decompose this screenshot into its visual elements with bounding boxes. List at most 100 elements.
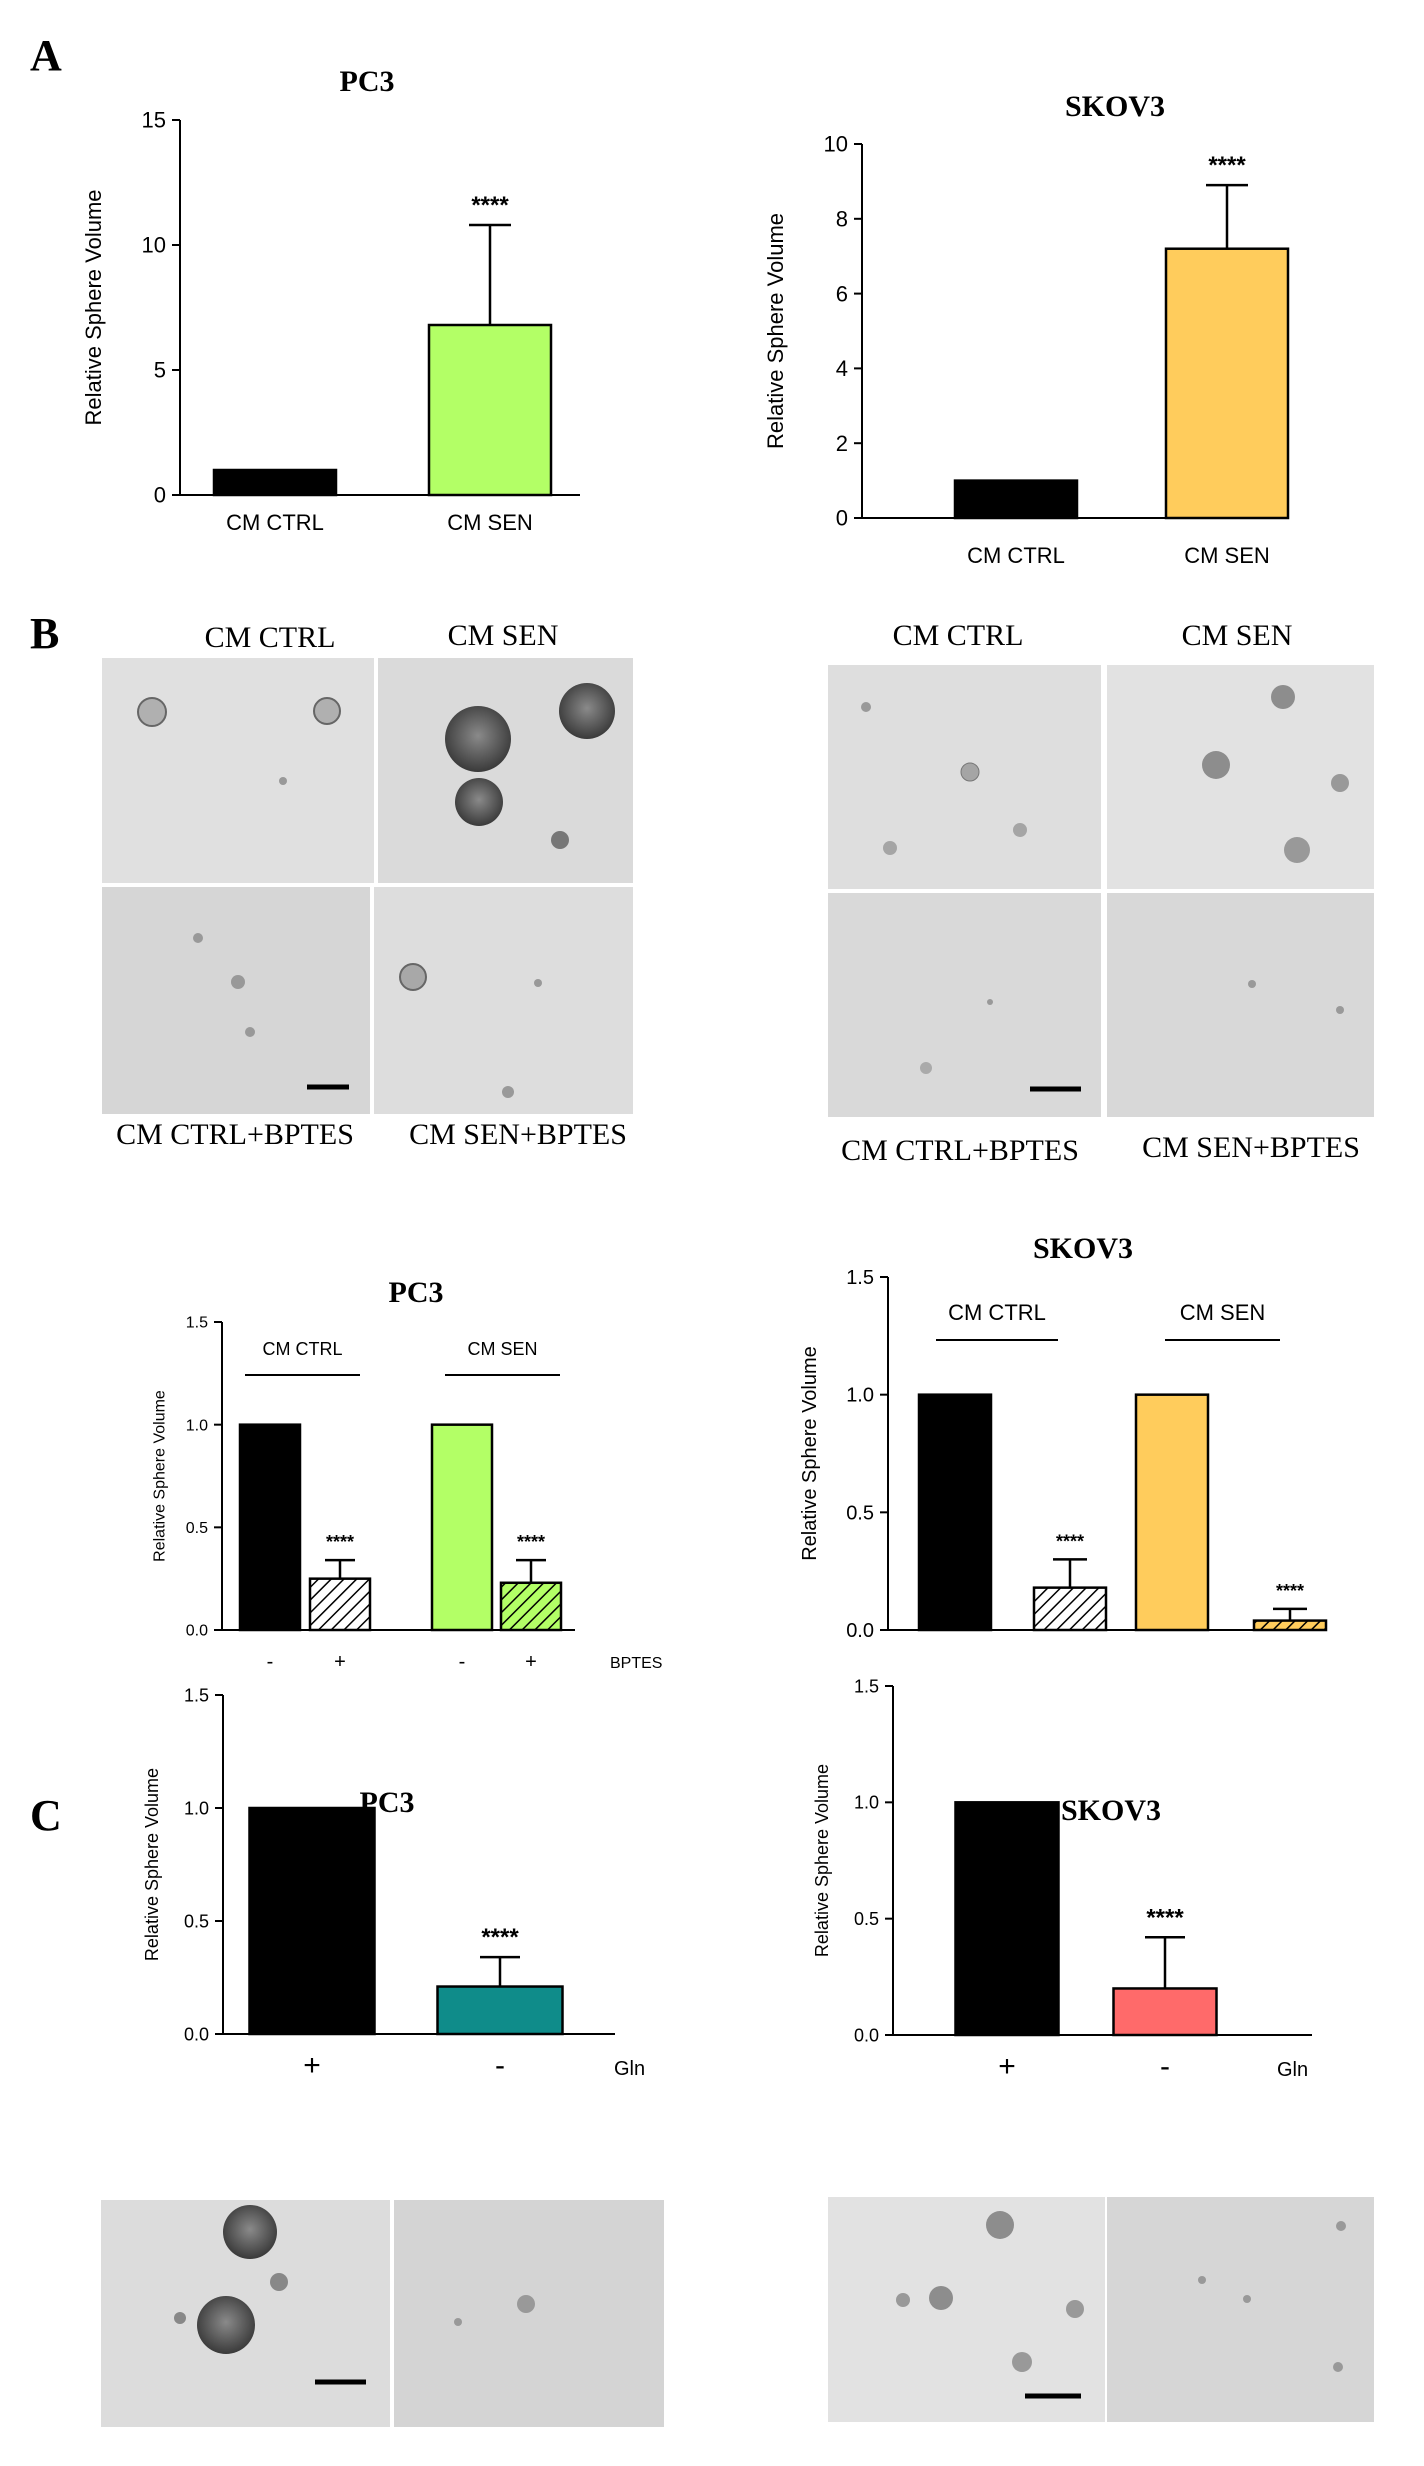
chart-b-pc3: PC3 0.0 0.5 1.0 1.5 Relative Sphere Volume - **… xyxy=(151,1276,662,1673)
chart-b-skov3: SKOV3 0.0 0.5 1.0 1.5 Relative Sphere Volume *… xyxy=(799,1232,1328,1642)
panel-label-b: B xyxy=(30,609,59,658)
y-tick-label: 0.5 xyxy=(854,1909,879,1929)
y-tick-label: 10 xyxy=(824,132,848,157)
sphere xyxy=(197,2296,255,2354)
chart-a-pc3: PC3 0 5 10 15 Relative Sphere Volume CM CTRL **… xyxy=(81,65,580,535)
x-tick-label: - xyxy=(267,1651,274,1673)
chart-title: PC3 xyxy=(389,1276,444,1309)
sphere xyxy=(534,979,542,987)
sphere xyxy=(1012,2352,1032,2372)
image-label-b-right-sen: CM SEN xyxy=(1182,619,1293,652)
sphere xyxy=(883,841,897,855)
chart-title: PC3 xyxy=(340,65,395,98)
x-suffix-label: Gln xyxy=(614,2058,645,2080)
micrograph-b-pc3-ctrl xyxy=(102,658,374,883)
sphere xyxy=(1202,751,1230,779)
sphere xyxy=(986,2211,1014,2239)
x-tick-label: + xyxy=(525,1651,537,1673)
image-label-b-right-ctrl: CM CTRL xyxy=(893,619,1024,652)
chart-title: SKOV3 xyxy=(1033,1232,1133,1265)
sphere xyxy=(454,2318,462,2326)
x-tick-label: - xyxy=(1160,2050,1170,2083)
chart-title: SKOV3 xyxy=(1065,90,1165,123)
panel-label-c: C xyxy=(30,1791,62,1840)
y-tick-label: 0.0 xyxy=(186,1623,208,1640)
y-tick-label: 1.0 xyxy=(846,1385,874,1407)
y-tick-label: 2 xyxy=(836,431,848,456)
sphere xyxy=(455,778,503,826)
image-label-b-left-sen: CM SEN xyxy=(448,619,559,652)
x-tick-label: - xyxy=(459,1651,466,1673)
panel-label-a: A xyxy=(30,31,62,80)
micrograph-b-pc3-sen-bptes xyxy=(374,887,633,1114)
chart-title: SKOV3 xyxy=(1061,1794,1161,1827)
group-label: CM CTRL xyxy=(948,1300,1046,1325)
x-tick-label: + xyxy=(303,2049,321,2082)
micrograph-row-c-right xyxy=(828,2197,1374,2422)
group-label: CM CTRL xyxy=(263,1339,343,1359)
bar xyxy=(1112,1987,1218,2037)
x-tick-label: CM SEN xyxy=(447,510,533,535)
y-axis-label: Relative Sphere Volume xyxy=(151,1390,168,1562)
bar xyxy=(954,1801,1060,2037)
sphere xyxy=(245,1027,255,1037)
sphere xyxy=(1333,2362,1343,2372)
significance-label: **** xyxy=(481,1924,519,1951)
micrograph-grid-b-right: CM CTRL CM SEN CM CTRL+BPTES CM SEN+BPTE… xyxy=(828,619,1374,1167)
y-tick-label: 4 xyxy=(836,356,848,381)
image-label-b-left-sen-bptes: CM SEN+BPTES xyxy=(409,1118,627,1151)
micrograph-c-skov3-gln-minus xyxy=(1107,2197,1374,2422)
sphere xyxy=(502,1086,514,1098)
x-tick-label: CM CTRL xyxy=(226,510,324,535)
sphere xyxy=(960,762,980,782)
x-tick-label: + xyxy=(998,2050,1016,2083)
image-label-b-left-ctrl: CM CTRL xyxy=(205,621,336,654)
bar xyxy=(1032,1586,1108,1632)
y-axis-label: Relative Sphere Volume xyxy=(799,1346,821,1561)
significance-label: **** xyxy=(1056,1531,1084,1551)
sphere xyxy=(896,2293,910,2307)
sphere xyxy=(517,2295,535,2313)
y-tick-label: 0.5 xyxy=(184,1911,209,1931)
sphere xyxy=(445,706,511,772)
y-tick-label: 5 xyxy=(154,358,166,383)
significance-label: **** xyxy=(1276,1581,1304,1601)
y-tick-label: 0.0 xyxy=(854,2025,879,2045)
significance-label: **** xyxy=(326,1532,354,1552)
sphere xyxy=(1336,2221,1346,2231)
y-axis-label: Relative Sphere Volume xyxy=(142,1768,162,1961)
micrograph-c-skov3-gln-plus xyxy=(828,2197,1105,2422)
sphere xyxy=(551,831,569,849)
sphere xyxy=(279,777,287,785)
micrograph-grid-b-left: CM CTRL CM SEN CM CTRL+BPTES CM SEN+BPTE… xyxy=(102,619,633,1151)
sphere xyxy=(399,963,427,991)
x-tick-label: - xyxy=(495,2049,505,2082)
y-tick-label: 1.0 xyxy=(186,1417,208,1434)
y-tick-label: 1.5 xyxy=(186,1315,208,1332)
bar xyxy=(238,1423,302,1632)
chart-c-skov3: SKOV3 0.0 0.5 1.0 1.5 Relative Sphere Volume +… xyxy=(812,1676,1312,2083)
y-tick-label: 0.0 xyxy=(846,1620,874,1642)
y-axis-label: Relative Sphere Volume xyxy=(81,189,106,425)
sphere xyxy=(1013,823,1027,837)
micrograph-b-pc3-ctrl-bptes xyxy=(102,887,370,1114)
bar xyxy=(212,468,338,497)
sphere xyxy=(1271,685,1295,709)
y-tick-label: 1.0 xyxy=(854,1793,879,1813)
chart-a-skov3: SKOV3 0 2 4 6 8 10 Relative Sphere Volume CM CTR… xyxy=(763,90,1290,568)
sphere xyxy=(137,697,167,727)
x-suffix-label: BPTES xyxy=(610,1655,662,1672)
bar xyxy=(430,1423,494,1632)
sphere xyxy=(1336,1006,1344,1014)
sphere xyxy=(174,2312,186,2324)
x-suffix-label: Gln xyxy=(1277,2059,1308,2081)
y-tick-label: 6 xyxy=(836,281,848,306)
x-tick-label: CM SEN xyxy=(1184,543,1270,568)
y-tick-label: 8 xyxy=(836,207,848,232)
micrograph-b-skov3-ctrl-bptes xyxy=(828,893,1101,1117)
bar xyxy=(248,1806,376,2036)
y-tick-label: 0.0 xyxy=(184,2024,209,2044)
y-axis-label: Relative Sphere Volume xyxy=(763,213,788,449)
x-tick-label: CM CTRL xyxy=(967,543,1065,568)
micrograph-row-c-left xyxy=(101,2200,664,2427)
